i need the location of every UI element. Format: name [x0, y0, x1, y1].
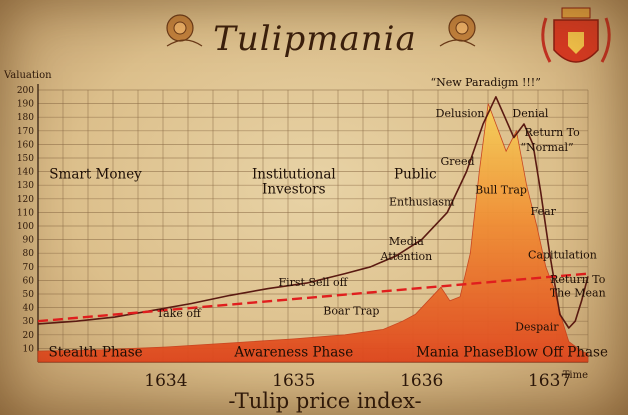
y-tick-label: 120: [17, 195, 34, 205]
annotation-label: Investors: [262, 181, 326, 197]
annotation-label: Boar Trap: [323, 304, 379, 317]
x-tick-label: 1637: [528, 371, 571, 391]
x-tick-label: 1636: [400, 371, 443, 391]
y-tick-label: 30: [23, 317, 35, 327]
annotation-label: Smart Money: [49, 166, 142, 182]
y-tick-label: 70: [23, 263, 35, 273]
y-tick-label: 130: [17, 181, 34, 191]
x-tick-label: 1634: [144, 371, 187, 391]
y-tick-label: 100: [17, 222, 34, 232]
y-tick-label: 180: [17, 113, 34, 123]
annotation-label: Enthusiasm: [389, 196, 455, 209]
right-tulip-icon: [439, 14, 476, 47]
annotation-label: Delusion: [436, 107, 485, 120]
y-tick-label: 60: [23, 276, 35, 286]
price-line: [37, 96, 589, 329]
coat-of-arms-icon: [541, 7, 611, 63]
left-tulip-icon: [166, 14, 203, 47]
annotation-label: Take off: [157, 307, 202, 320]
annotation-label: Return To: [550, 273, 606, 286]
annotation-label: Attention: [379, 250, 432, 263]
x-axis-label: Time: [563, 370, 588, 381]
annotation-label: Fear: [531, 205, 557, 218]
y-tick-label: 190: [17, 100, 34, 110]
annotation-label: “New Paradigm !!!”: [430, 76, 540, 89]
x-axis: 1634 1635 1636 1637: [144, 371, 571, 391]
y-tick-label: 10: [23, 344, 35, 354]
y-tick-label: 40: [23, 304, 35, 314]
mean-trend-line: [37, 272, 589, 323]
y-tick-label: 20: [23, 331, 35, 341]
annotation-label: Media: [389, 235, 424, 248]
price-area: [37, 103, 589, 363]
annotation-label: Mania Phase: [416, 345, 504, 361]
y-tick-label: 160: [17, 140, 34, 150]
y-tick-label: 90: [23, 236, 35, 246]
annotation-label: Awareness Phase: [233, 345, 353, 361]
annotation-label: Despair: [515, 321, 559, 334]
annotation-label: Bull Trap: [475, 183, 527, 196]
annotation-label: Return To: [525, 126, 581, 139]
chart-title: Tulipmania: [213, 19, 417, 59]
x-tick-label: 1635: [272, 371, 315, 391]
y-axis: 10 20 30 40 50 60 70 80 90 100 110 120 130 140 150 160 1…: [17, 86, 34, 354]
annotation-label: Stealth Phase: [48, 345, 142, 361]
annotation-label: Capitulation: [528, 249, 597, 262]
annotation-label: First Sell off: [279, 276, 349, 289]
y-tick-label: 80: [23, 249, 35, 259]
annotation-label: Institutional: [252, 166, 336, 182]
y-tick-label: 110: [17, 208, 34, 218]
y-tick-label: 50: [23, 290, 35, 300]
y-tick-label: 140: [17, 168, 34, 178]
y-axis-label: Valuation: [3, 70, 52, 81]
line-series: [37, 96, 589, 329]
y-tick-label: 170: [17, 127, 34, 137]
annotation-label: Blow Off Phase: [504, 345, 608, 361]
y-tick-label: 150: [17, 154, 34, 164]
annotation-label: Greed: [440, 155, 474, 168]
area-series: [37, 103, 589, 363]
annotation-label: Denial: [512, 107, 548, 120]
annotation-label: “Normal”: [520, 141, 573, 154]
chart-subtitle: -Tulip price index-: [228, 389, 421, 413]
annotation-label: The Mean: [550, 287, 606, 300]
trend-series: [37, 272, 589, 323]
annotation-label: Public: [394, 166, 437, 182]
y-tick-label: 200: [17, 86, 34, 96]
